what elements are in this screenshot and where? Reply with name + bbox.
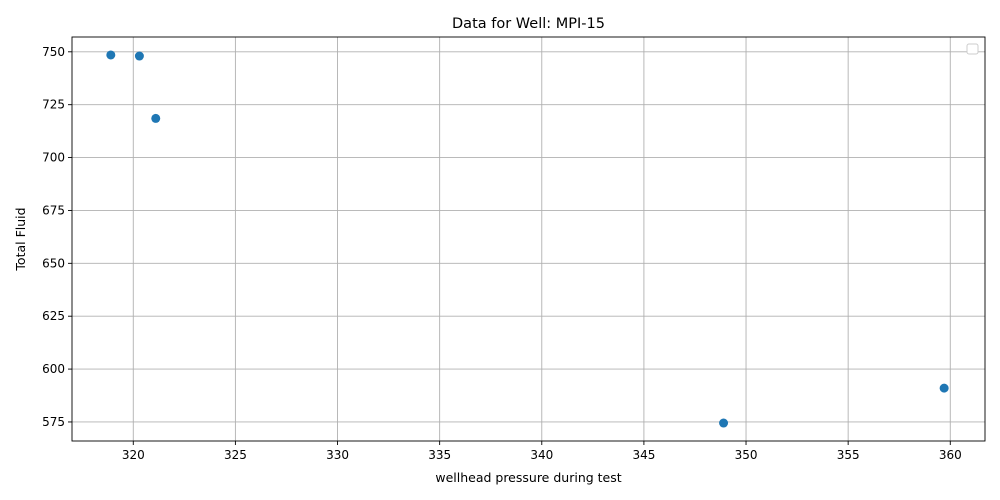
x-tick-label: 345 xyxy=(632,448,655,462)
data-points xyxy=(106,50,949,428)
x-tick-label: 320 xyxy=(122,448,145,462)
y-tick-label: 650 xyxy=(42,256,65,270)
x-tick-label: 340 xyxy=(530,448,553,462)
axis-ticks: 320 325 330 335 340 345 350 355 360 575 600 625 650 6… xyxy=(42,45,962,462)
y-tick-label: 600 xyxy=(42,362,65,376)
grid-lines xyxy=(72,37,985,441)
chart-title: Data for Well: MPI-15 xyxy=(452,16,605,32)
x-tick-label: 350 xyxy=(735,448,758,462)
y-tick-label: 725 xyxy=(42,98,65,112)
y-tick-label: 625 xyxy=(42,309,65,323)
y-tick-label: 675 xyxy=(42,203,65,217)
x-tick-label: 355 xyxy=(837,448,860,462)
x-tick-label: 330 xyxy=(326,448,349,462)
y-tick-label: 575 xyxy=(42,415,65,429)
data-point xyxy=(151,113,161,123)
data-point xyxy=(939,383,949,393)
data-point xyxy=(719,418,729,428)
plot-area-frame xyxy=(71,36,986,442)
x-tick-label: 335 xyxy=(428,448,451,462)
data-point xyxy=(134,51,144,61)
y-tick-label: 700 xyxy=(42,151,65,165)
x-tick-label: 360 xyxy=(939,448,962,462)
x-tick-label: 325 xyxy=(224,448,247,462)
legend-box xyxy=(966,43,979,55)
y-tick-label: 750 xyxy=(42,45,65,59)
y-axis-label: Total Fluid xyxy=(13,207,28,271)
x-axis-label: wellhead pressure during test xyxy=(435,470,621,485)
data-point xyxy=(106,50,116,60)
